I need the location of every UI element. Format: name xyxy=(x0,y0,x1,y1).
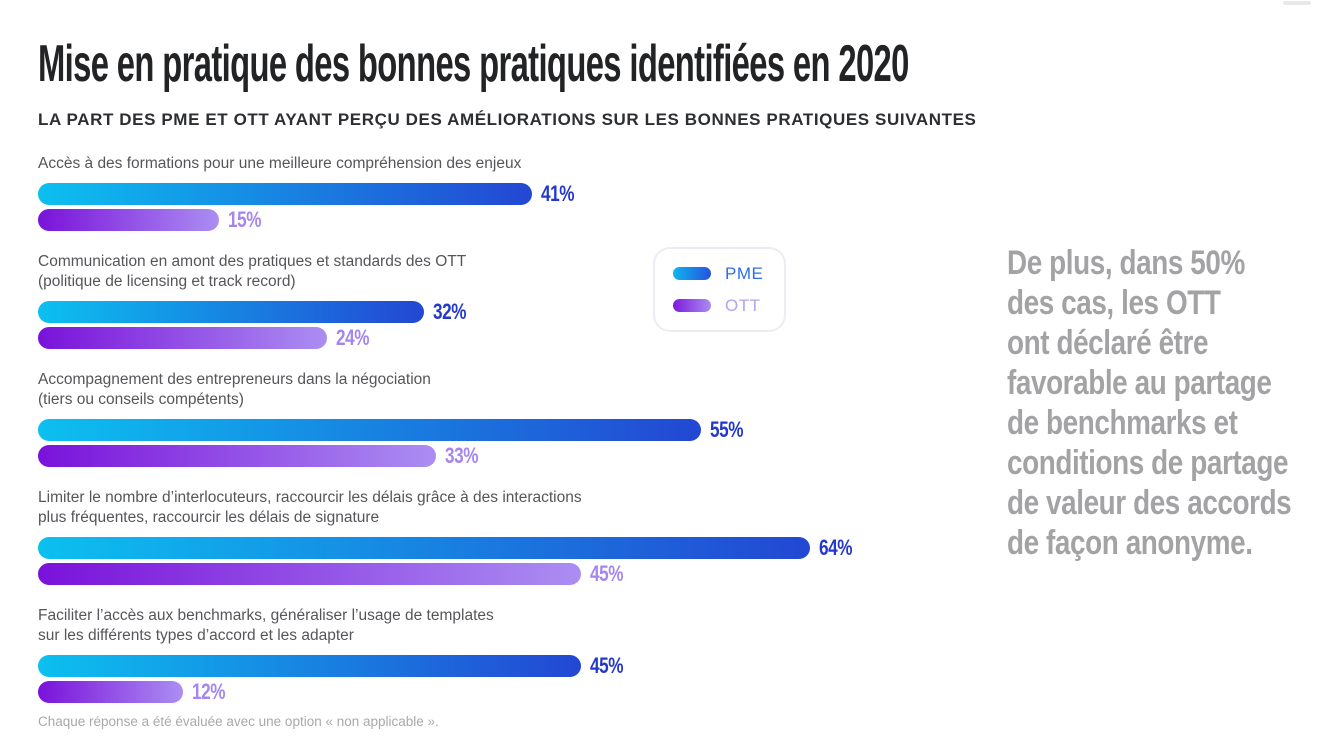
bar-group: Accès à des formations pour une meilleur… xyxy=(38,154,968,232)
ott-bar xyxy=(38,209,219,231)
bar-group: Communication en amont des pratiques et … xyxy=(38,252,968,350)
ott-bar xyxy=(38,327,327,349)
category-label: Communication en amont des pratiques et … xyxy=(38,253,467,290)
value-label: 45% xyxy=(590,653,624,678)
bar-row-ott: 45% xyxy=(38,561,968,586)
category-label: Limiter le nombre d’interlocuteurs, racc… xyxy=(38,489,582,526)
pme-bar xyxy=(38,301,424,323)
bar-row-ott: 15% xyxy=(38,207,968,232)
pme-legend-swatch-icon xyxy=(673,267,711,280)
legend-label-pme: PME xyxy=(725,263,764,283)
value-label: 33% xyxy=(445,443,479,468)
legend-item-ott: OTT xyxy=(673,296,784,316)
bar-group: Faciliter l’accès aux benchmarks, généra… xyxy=(38,606,968,704)
ott-bar xyxy=(38,445,436,467)
bar-chart: Accès à des formations pour une meilleur… xyxy=(38,154,968,724)
ott-legend-swatch-icon xyxy=(673,299,711,312)
bar-row-ott: 12% xyxy=(38,679,968,704)
pme-bar xyxy=(38,419,701,441)
value-label: 55% xyxy=(710,417,744,442)
category-label: Accompagnement des entrepreneurs dans la… xyxy=(38,371,431,408)
value-label: 32% xyxy=(433,299,467,324)
value-label: 41% xyxy=(541,181,575,206)
bar-row-pme: 45% xyxy=(38,653,968,678)
value-label: 15% xyxy=(228,207,262,232)
pme-bar xyxy=(38,537,810,559)
bar-row-pme: 32% xyxy=(38,299,968,324)
page-subtitle: LA PART DES PME ET OTT AYANT PERÇU DES A… xyxy=(38,110,977,129)
legend-item-pme: PME xyxy=(673,264,784,284)
ott-bar xyxy=(38,681,183,703)
ott-bar xyxy=(38,563,581,585)
footnote: Chaque réponse a été évaluée avec une op… xyxy=(38,714,439,729)
top-edge-artifact xyxy=(1283,1,1311,5)
page-title: Mise en pratique des bonnes pratiques id… xyxy=(38,35,909,93)
legend-label-ott: OTT xyxy=(725,295,761,315)
bar-group: Limiter le nombre d’interlocuteurs, racc… xyxy=(38,488,968,586)
category-label: Faciliter l’accès aux benchmarks, généra… xyxy=(38,607,494,644)
value-label: 64% xyxy=(819,535,853,560)
bar-row-ott: 33% xyxy=(38,443,968,468)
aside-highlight-text: De plus, dans 50% des cas, les OTT ont d… xyxy=(1007,244,1292,562)
bar-row-ott: 24% xyxy=(38,325,968,350)
chart-legend: PME OTT xyxy=(653,247,786,332)
category-label: Accès à des formations pour une meilleur… xyxy=(38,155,522,172)
bar-row-pme: 64% xyxy=(38,535,968,560)
bar-group: Accompagnement des entrepreneurs dans la… xyxy=(38,370,968,468)
pme-bar xyxy=(38,183,532,205)
bar-row-pme: 55% xyxy=(38,417,968,442)
value-label: 24% xyxy=(336,325,370,350)
pme-bar xyxy=(38,655,581,677)
bar-row-pme: 41% xyxy=(38,181,968,206)
value-label: 12% xyxy=(192,679,226,704)
value-label: 45% xyxy=(590,561,624,586)
